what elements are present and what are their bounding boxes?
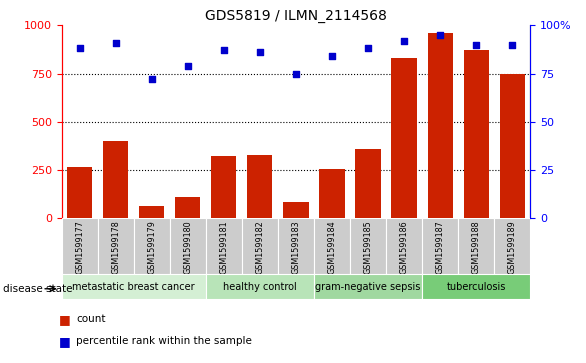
Point — [219, 48, 229, 53]
Bar — [98, 218, 134, 274]
Text: gram-negative sepsis: gram-negative sepsis — [315, 282, 421, 292]
Text: GSM1599181: GSM1599181 — [219, 220, 229, 274]
Text: ■: ■ — [59, 335, 70, 348]
Text: GSM1599183: GSM1599183 — [291, 220, 301, 274]
Text: tuberculosis: tuberculosis — [447, 282, 506, 292]
Point — [400, 38, 409, 44]
Text: GSM1599179: GSM1599179 — [147, 220, 156, 274]
Text: GSM1599185: GSM1599185 — [363, 220, 373, 274]
Point — [147, 76, 156, 82]
Text: GSM1599184: GSM1599184 — [328, 220, 336, 274]
Text: GSM1599178: GSM1599178 — [111, 220, 120, 274]
Bar — [350, 218, 386, 274]
Bar — [278, 218, 314, 274]
Bar — [386, 218, 422, 274]
Bar — [319, 169, 345, 218]
Bar — [211, 156, 236, 218]
Point — [363, 46, 373, 52]
Bar — [464, 50, 489, 218]
Text: GSM1599182: GSM1599182 — [255, 220, 264, 274]
Bar — [139, 206, 164, 218]
Bar — [422, 274, 530, 299]
Title: GDS5819 / ILMN_2114568: GDS5819 / ILMN_2114568 — [205, 9, 387, 23]
Bar — [247, 155, 272, 218]
Bar — [175, 197, 200, 218]
Bar — [242, 218, 278, 274]
Bar — [391, 58, 417, 218]
Text: GSM1599186: GSM1599186 — [400, 220, 408, 274]
Text: GSM1599189: GSM1599189 — [508, 220, 517, 274]
Bar — [428, 33, 453, 218]
Bar — [458, 218, 494, 274]
Point — [111, 40, 120, 46]
Text: GSM1599187: GSM1599187 — [435, 220, 445, 274]
Bar — [206, 274, 314, 299]
Point — [472, 42, 481, 48]
Point — [328, 53, 337, 59]
Bar — [170, 218, 206, 274]
Point — [435, 32, 445, 38]
Bar — [62, 274, 206, 299]
Bar — [422, 218, 458, 274]
Bar — [314, 274, 422, 299]
Text: GSM1599177: GSM1599177 — [75, 220, 84, 274]
Bar — [103, 141, 128, 218]
Point — [291, 70, 301, 76]
Bar — [283, 203, 309, 218]
Text: disease state: disease state — [3, 284, 73, 294]
Bar — [494, 218, 530, 274]
Text: GSM1599180: GSM1599180 — [183, 220, 192, 274]
Bar — [206, 218, 242, 274]
Point — [183, 63, 192, 69]
Bar — [356, 148, 381, 218]
Bar — [134, 218, 170, 274]
Bar — [500, 73, 525, 218]
Point — [507, 42, 517, 48]
Bar — [62, 218, 98, 274]
Text: ■: ■ — [59, 313, 70, 326]
Bar — [314, 218, 350, 274]
Text: count: count — [76, 314, 105, 325]
Text: metastatic breast cancer: metastatic breast cancer — [72, 282, 195, 292]
Text: GSM1599188: GSM1599188 — [472, 220, 481, 274]
Point — [75, 46, 84, 52]
Text: healthy control: healthy control — [223, 282, 297, 292]
Point — [255, 49, 264, 55]
Text: percentile rank within the sample: percentile rank within the sample — [76, 336, 252, 346]
Bar — [67, 167, 92, 218]
